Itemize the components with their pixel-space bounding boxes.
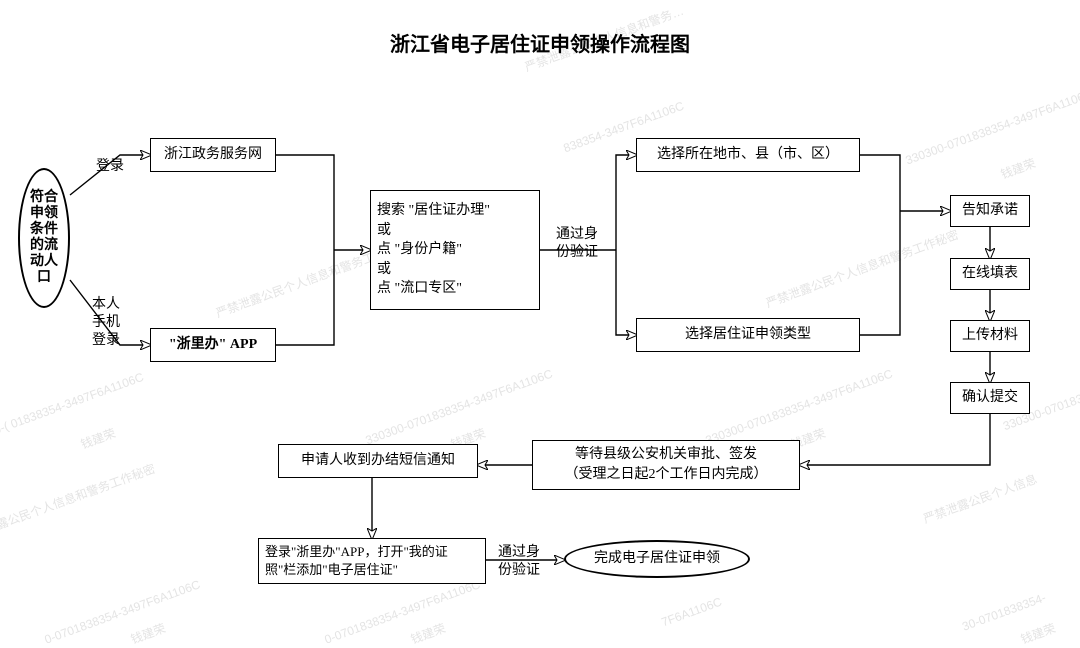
edge-split_d	[616, 250, 636, 335]
watermark: 330300-0701838354-3497F6A1106C	[364, 367, 555, 448]
node-confirm: 确认提交	[950, 382, 1030, 414]
watermark: 钱建荣	[408, 619, 448, 647]
node-form: 在线填表	[950, 258, 1030, 290]
watermark: 0300-( 01838354-3497F6A1106C	[0, 370, 146, 444]
node-start: 符合申领条件的流动人口	[18, 168, 70, 308]
node-type: 选择居住证申领类型	[636, 318, 860, 352]
node-done: 完成电子居住证申领	[564, 540, 750, 578]
label-l_verify1: 通过身 份验证	[556, 226, 598, 262]
node-wait: 等待县级公安机关审批、签发 （受理之日起2个工作日内完成）	[532, 440, 800, 490]
node-login2: 登录"浙里办"APP，打开"我的证照"栏添加"电子居住证"	[258, 538, 486, 584]
label-l_verify2: 通过身 份验证	[498, 544, 540, 580]
edge-zlb_r	[276, 250, 334, 345]
watermark: 30-0701838354-	[960, 590, 1048, 633]
watermark: 钱建荣	[1018, 619, 1058, 647]
watermark: 330300-0701838354-3497F6A1106C	[704, 367, 895, 448]
watermark: 严禁泄露公民个人信息和警务工作秘密	[763, 226, 961, 312]
watermark: 钱建荣	[78, 424, 118, 452]
node-zlb: "浙里办" APP	[150, 328, 276, 362]
edge-split_u	[616, 155, 636, 250]
node-upload: 上传材料	[950, 320, 1030, 352]
edge-govnet_r	[276, 155, 334, 250]
edge-city_r	[860, 155, 900, 211]
node-search: 搜索 "居住证办理" 或 点 "身份户籍" 或 点 "流口专区"	[370, 190, 540, 310]
watermark: 钱建荣	[128, 619, 168, 647]
flowchart-canvas: 钱建荣30-0701838354-7F6A1106C钱建荣0-070183835…	[0, 0, 1080, 628]
watermark: 330300-0701838354-3497F6A1106C	[904, 87, 1080, 168]
edges-layer	[0, 0, 1080, 628]
watermark: 钱建荣	[998, 154, 1038, 182]
watermark: 0-0701838354-3497F6A1106C	[43, 577, 202, 646]
watermark: 严禁泄露公民个人信息	[921, 470, 1040, 527]
watermark: 泄露公民个人信息和警务工作秘密	[0, 460, 157, 538]
label-l_login1: 登录	[96, 158, 124, 176]
node-sms: 申请人收到办结短信通知	[278, 444, 478, 478]
watermark: 7F6A1106C	[660, 595, 724, 630]
edge-type_r	[860, 211, 900, 335]
node-notice: 告知承诺	[950, 195, 1030, 227]
diagram-title: 浙江省电子居住证申领操作流程图	[0, 28, 1080, 57]
edge-confirm_b	[800, 414, 990, 465]
node-govnet: 浙江政务服务网	[150, 138, 276, 172]
watermark: 0-0701838354-3497F6A1106C	[323, 577, 482, 646]
node-city: 选择所在地市、县（市、区）	[636, 138, 860, 172]
label-l_login2: 本人 手机 登录	[92, 296, 120, 351]
